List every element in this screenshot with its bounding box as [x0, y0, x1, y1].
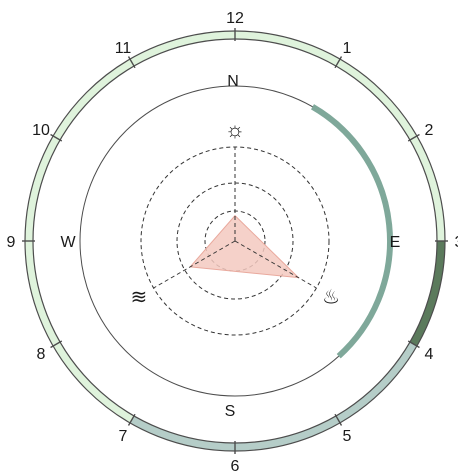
- hour-label-6: 6: [231, 458, 240, 471]
- hour-label-3: 3: [455, 234, 458, 251]
- hour-tick: [50, 340, 63, 349]
- radar-icons: ☼ ≋ ♨: [130, 117, 340, 309]
- hour-tick: [50, 133, 63, 142]
- compass-west: W: [60, 234, 76, 251]
- wind-icon: ≋: [130, 287, 147, 309]
- hour-tick: [127, 56, 136, 69]
- hour-label-10: 10: [32, 122, 50, 139]
- ring-segment: [130, 342, 417, 452]
- ring-segment: [235, 31, 445, 241]
- radar-axis: [153, 240, 236, 289]
- hour-tick: [334, 413, 343, 426]
- ring-segment: [25, 31, 236, 423]
- temperature-icon: ♨: [322, 287, 340, 309]
- compass-south: S: [225, 403, 236, 420]
- hour-tick: [407, 340, 420, 349]
- ring-segment: [409, 241, 445, 346]
- hour-ticks: [22, 28, 448, 454]
- hour-label-7: 7: [119, 428, 128, 445]
- hour-label-4: 4: [425, 346, 434, 363]
- hour-label-8: 8: [37, 346, 46, 363]
- hour-label-9: 9: [7, 234, 16, 251]
- hour-tick: [334, 56, 343, 69]
- hour-label-2: 2: [425, 122, 434, 139]
- hour-tick: [127, 413, 136, 426]
- compass-north: N: [227, 73, 239, 90]
- daylight-arc: [310, 104, 393, 359]
- radar-axes: [153, 147, 317, 289]
- hour-ring: [25, 31, 445, 452]
- hour-label-5: 5: [343, 428, 352, 445]
- radar-axis: [234, 240, 317, 289]
- hour-label-1: 1: [343, 40, 352, 57]
- hour-label-12: 12: [226, 10, 244, 27]
- compass-east: E: [390, 234, 401, 251]
- sun-icon: ☼: [225, 117, 245, 142]
- hour-tick: [407, 133, 420, 142]
- hour-labels: 12 1 2 3 4 5 6 7 8 9 10 11: [7, 10, 458, 471]
- hour-label-11: 11: [115, 40, 132, 57]
- radar-ring-2: [176, 182, 294, 300]
